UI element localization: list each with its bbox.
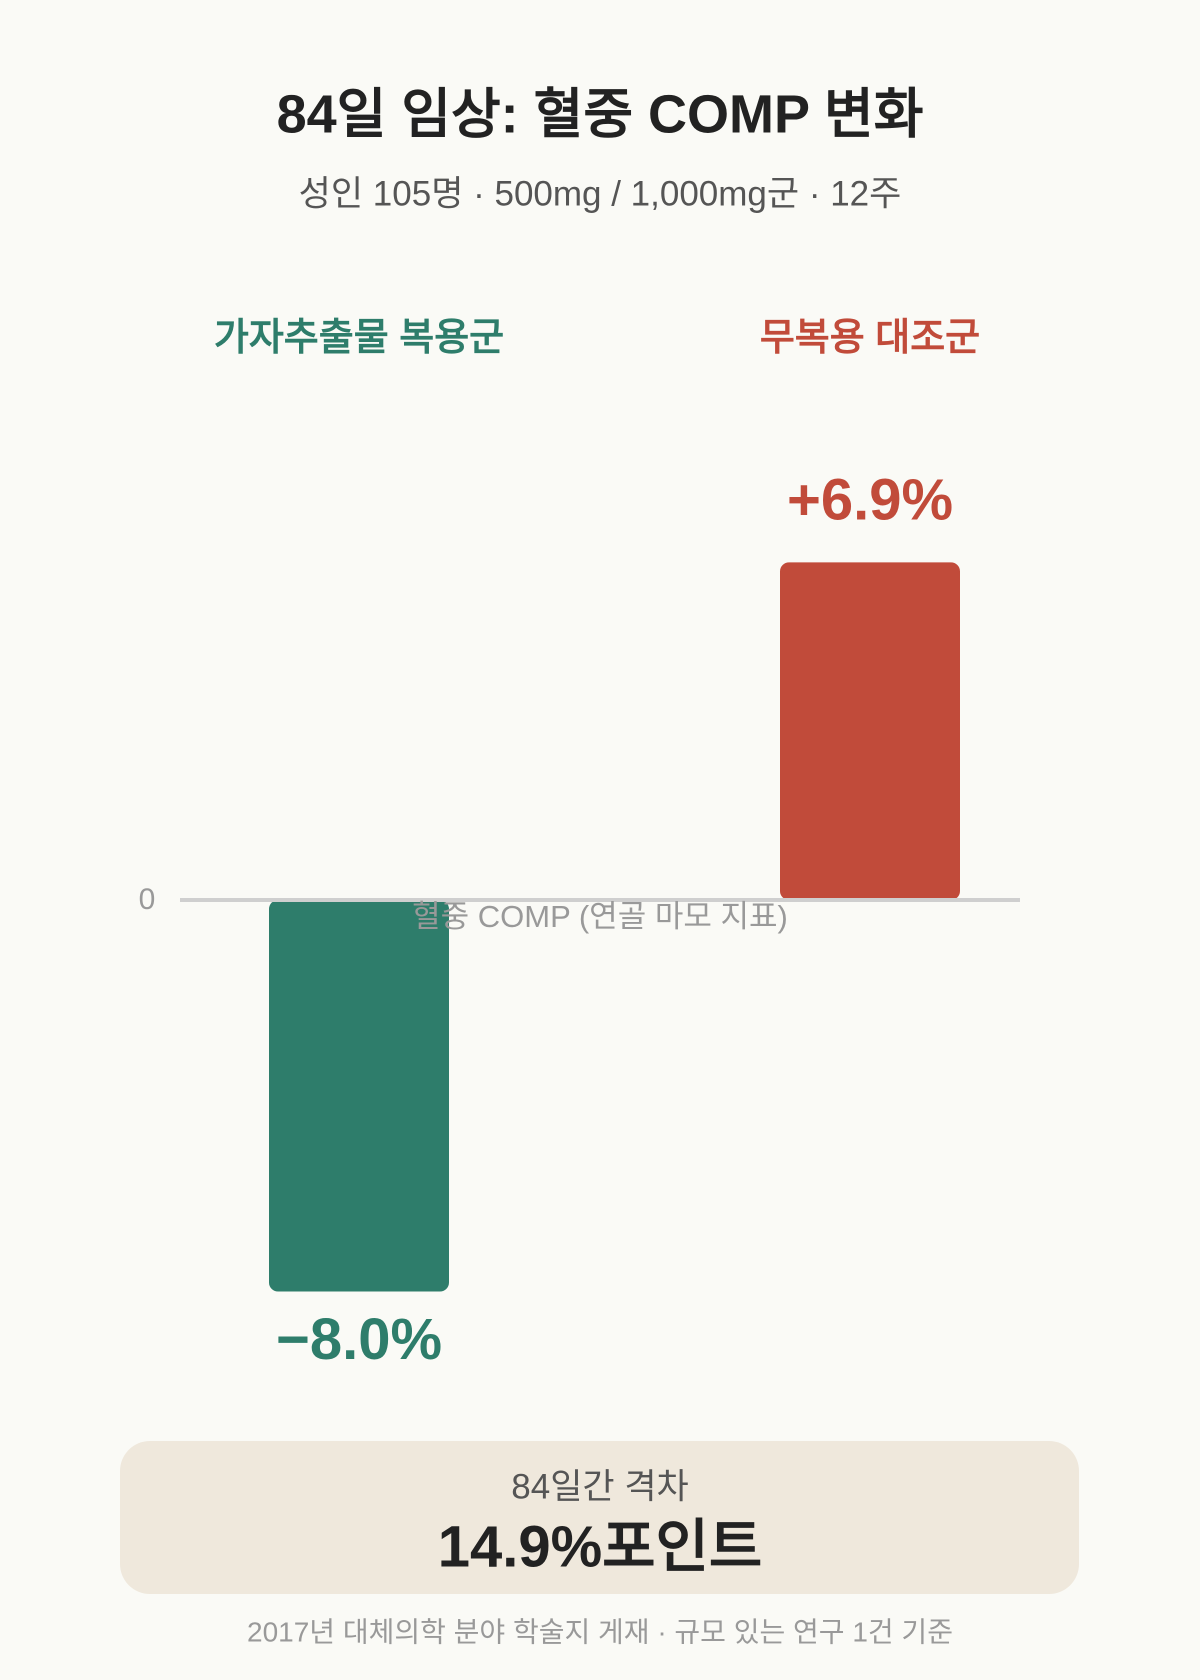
summary-label: 84일간 격차: [511, 1467, 688, 1506]
summary-box: [120, 1441, 1079, 1594]
footnote: 2017년 대체의학 분야 학술지 게재 · 규모 있는 연구 1건 기준: [247, 1616, 953, 1647]
chart-subtitle: 성인 105명 · 500mg / 1,000mg군 · 12주: [299, 174, 902, 213]
bar: [780, 562, 960, 901]
chart-title: 84일 임상: 혈중 COMP 변화: [277, 84, 924, 144]
category-label: 가자추출물 복용군: [214, 317, 504, 359]
value-label: −8.0%: [276, 1307, 442, 1372]
y-tick-label: 0: [139, 883, 156, 916]
bar: [269, 900, 449, 1292]
summary-value: 14.9%포인트: [438, 1514, 763, 1579]
category-label: 무복용 대조군: [760, 317, 980, 359]
x-axis-label: 혈중 COMP (연골 마모 지표): [412, 899, 788, 934]
value-label: +6.9%: [787, 468, 953, 533]
